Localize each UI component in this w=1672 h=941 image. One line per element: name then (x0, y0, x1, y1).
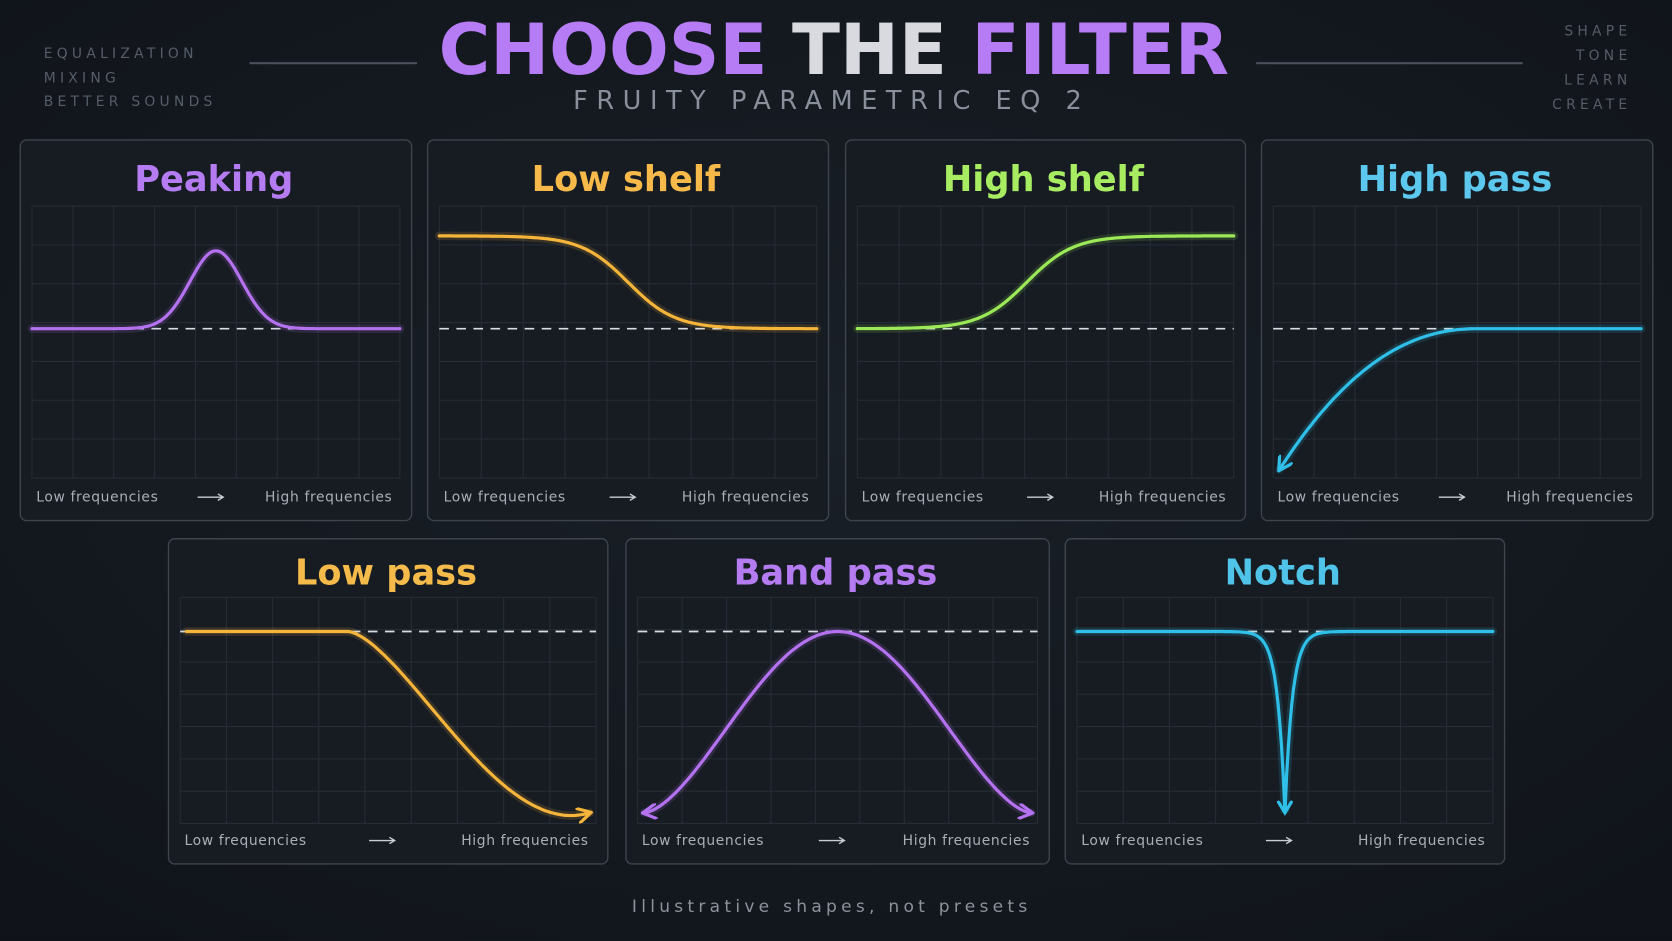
filter-curve (30, 249, 402, 331)
direction-arrow (609, 493, 637, 501)
low-label: Low frequencies (36, 489, 158, 505)
filter-panel: Notch Low frequencies High frequencies (1064, 538, 1506, 865)
tag: EQUALIZATION (44, 46, 198, 62)
panel-title: Low shelf (532, 159, 721, 200)
low-label: Low frequencies (1081, 833, 1203, 849)
panel-title: Low pass (295, 553, 477, 594)
filter-panel: Low pass Low frequencies High frequencies (167, 538, 609, 865)
panel-title: Peaking (134, 159, 293, 200)
high-label: High frequencies (461, 833, 588, 849)
filter-panel: Peaking Low frequencies High frequencies (19, 139, 413, 522)
filter-curve (644, 629, 1031, 813)
panel-box (167, 538, 609, 865)
low-label: Low frequencies (1277, 489, 1399, 505)
tag: MIXING (44, 70, 120, 86)
panel-title: Notch (1225, 553, 1341, 594)
panel-box (625, 538, 1050, 865)
filter-panel: Low shelf Low frequencies High frequencies (426, 139, 830, 522)
title-part: CHOOSE (439, 9, 768, 91)
panel-box (1064, 538, 1506, 865)
filter-panel: Band pass Low frequencies High frequencies (625, 538, 1050, 865)
panel-title: High pass (1358, 159, 1553, 200)
right-tags: SHAPE TONE LEARN CREATE (1552, 23, 1632, 113)
panel-title: Band pass (734, 553, 938, 594)
title-part: THE (792, 9, 947, 91)
panel-box (426, 139, 830, 522)
panel-title: High shelf (943, 159, 1145, 200)
tag: SHAPE (1564, 23, 1631, 39)
direction-arrow (1265, 836, 1293, 845)
direction-arrow (1027, 493, 1055, 501)
tag: TONE (1575, 48, 1632, 64)
filter-curve (1280, 327, 1643, 470)
footer: Illustrative shapes, not presets (632, 897, 1032, 917)
filter-curve (185, 629, 590, 816)
high-label: High frequencies (265, 489, 392, 505)
direction-arrow (818, 836, 846, 845)
arrowhead-shape (1276, 800, 1293, 816)
filter-panel: High pass Low frequencies High frequencies (1260, 139, 1654, 522)
high-label: High frequencies (682, 489, 809, 505)
tag: BETTER SOUNDS (44, 94, 217, 110)
low-label: Low frequencies (642, 833, 764, 849)
low-label: Low frequencies (184, 833, 306, 849)
filter-curve (855, 234, 1236, 331)
left-tags: EQUALIZATION MIXING BETTER SOUNDS (44, 46, 217, 110)
direction-arrow (369, 836, 397, 845)
low-label: Low frequencies (862, 489, 984, 505)
high-label: High frequencies (903, 833, 1030, 849)
title-part: FILTER (971, 9, 1229, 91)
direction-arrow (1438, 493, 1466, 501)
high-label: High frequencies (1506, 489, 1633, 505)
filter-panel: High shelf Low frequencies High frequencie… (844, 139, 1247, 522)
high-label: High frequencies (1099, 489, 1226, 505)
high-label: High frequencies (1358, 833, 1485, 849)
direction-arrow (197, 493, 225, 501)
title: CHOOSE THE FILTER (439, 9, 1230, 91)
panel-box (19, 139, 413, 522)
tag: CREATE (1552, 97, 1631, 113)
tag: LEARN (1564, 72, 1631, 88)
filter-curve (437, 234, 819, 331)
low-label: Low frequencies (444, 489, 566, 505)
subtitle: FRUITY PARAMETRIC EQ 2 (573, 86, 1090, 116)
